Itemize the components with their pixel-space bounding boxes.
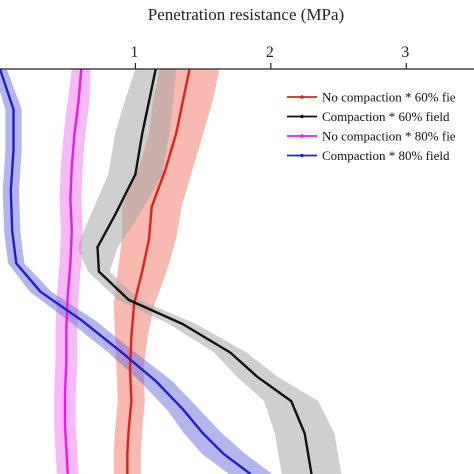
- legend-label-compaction-60-field: Compaction * 60% field: [322, 109, 450, 124]
- series-line-no-compaction-80-fie: [63, 68, 83, 474]
- x-axis-ticks: 1 2 3: [130, 44, 409, 69]
- series-line-compaction-80-field: [0, 68, 252, 474]
- plot-area: [0, 68, 342, 474]
- legend-marker-no-compaction-60-fie: [300, 95, 304, 99]
- x-axis-title: Penetration resistance (MPa): [148, 5, 344, 24]
- band-compaction-60-field: [77, 69, 342, 474]
- legend-label-compaction-80-field: Compaction * 80% field: [322, 148, 450, 163]
- legend: No compaction * 60% fie Compaction * 60% …: [287, 90, 456, 163]
- x-tick-label: 3: [401, 44, 409, 61]
- legend-marker-compaction-80-field: [300, 153, 304, 158]
- legend-label-no-compaction-60-fie: No compaction * 60% fie: [322, 90, 456, 105]
- legend-marker-compaction-60-field: [300, 114, 304, 119]
- series-line-no-compaction-60-fie: [126, 68, 191, 474]
- legend-label-no-compaction-80-fie: No compaction * 80% fie: [322, 129, 456, 144]
- legend-marker-no-compaction-80-fie: [300, 134, 304, 138]
- band-no-compaction-80-fie: [54, 69, 91, 474]
- x-tick-label: 2: [266, 44, 274, 61]
- x-tick-label: 1: [130, 44, 138, 61]
- series-line-compaction-60-field: [96, 68, 313, 474]
